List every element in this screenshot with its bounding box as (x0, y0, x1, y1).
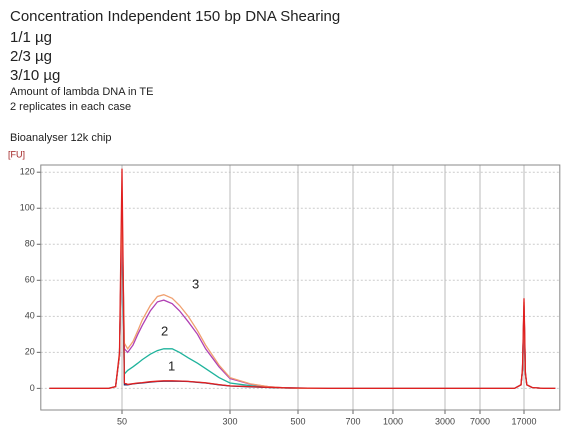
annotation: 1 (168, 358, 175, 373)
plot-frame (40, 164, 561, 411)
annotation: 2 (161, 323, 168, 338)
note: Amount of lambda DNA in TE (10, 86, 153, 98)
y-tick-label: 80 (25, 239, 35, 249)
x-tick-label: 17000 (511, 416, 536, 426)
subtitle: 3/10 µg (10, 67, 60, 84)
chart-title: Concentration Independent 150 bp DNA She… (10, 8, 340, 25)
x-tick-label: 7000 (470, 416, 490, 426)
x-tick-label: 700 (345, 416, 360, 426)
plot-background (40, 165, 560, 410)
x-tick-label: 3000 (435, 416, 455, 426)
x-tick-label: 1000 (383, 416, 403, 426)
chip-label: Bioanalyser 12k chip (10, 132, 112, 144)
y-tick-label: 120 (20, 167, 35, 177)
subtitle: 2/3 µg (10, 48, 52, 65)
y-tick-label: 40 (25, 311, 35, 321)
y-tick-label: 100 (20, 203, 35, 213)
y-tick-label: 0 (30, 383, 35, 393)
subtitle: 1/1 µg (10, 29, 52, 46)
x-tick-label: 50 (117, 416, 127, 426)
y-tick-label: 60 (25, 275, 35, 285)
x-tick-label: 300 (222, 416, 237, 426)
x-tick-label: 500 (290, 416, 305, 426)
plot-area: 0 20 40 60 80 100 120 50 300 500 700 1000 3000 7000 17… (20, 164, 561, 426)
note: 2 replicates in each case (10, 101, 131, 113)
y-tick-label: 20 (25, 347, 35, 357)
annotation: 3 (192, 276, 199, 291)
y-axis-label: [FU] (8, 149, 25, 159)
trace (49, 168, 556, 390)
